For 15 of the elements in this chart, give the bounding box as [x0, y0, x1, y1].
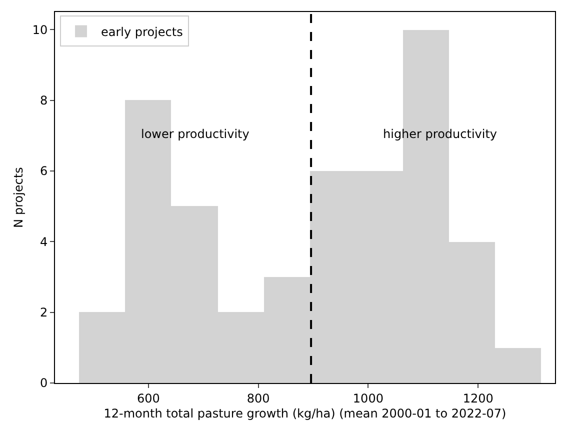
y-tick-label: 0: [40, 376, 48, 390]
legend-label: early projects: [101, 24, 183, 39]
annotation: lower productivity: [141, 127, 250, 141]
x-tick-label: 800: [246, 391, 270, 406]
y-tick-label: 6: [40, 164, 48, 178]
y-tick-label: 10: [32, 22, 48, 37]
y-tick-label: 2: [40, 306, 48, 320]
y-tick-label: 4: [40, 234, 48, 249]
x-axis-title: 12-month total pasture growth (kg/ha) (mean 2000-01 to 2022-07): [104, 406, 506, 420]
x-tick-label: 1000: [352, 391, 384, 406]
y-axis-title: N projects: [12, 167, 26, 228]
x-tick-label: 600: [136, 391, 160, 406]
annotation: higher productivity: [383, 127, 498, 141]
x-tick-label: 1200: [462, 391, 494, 406]
y-tick-label: 8: [40, 94, 48, 108]
